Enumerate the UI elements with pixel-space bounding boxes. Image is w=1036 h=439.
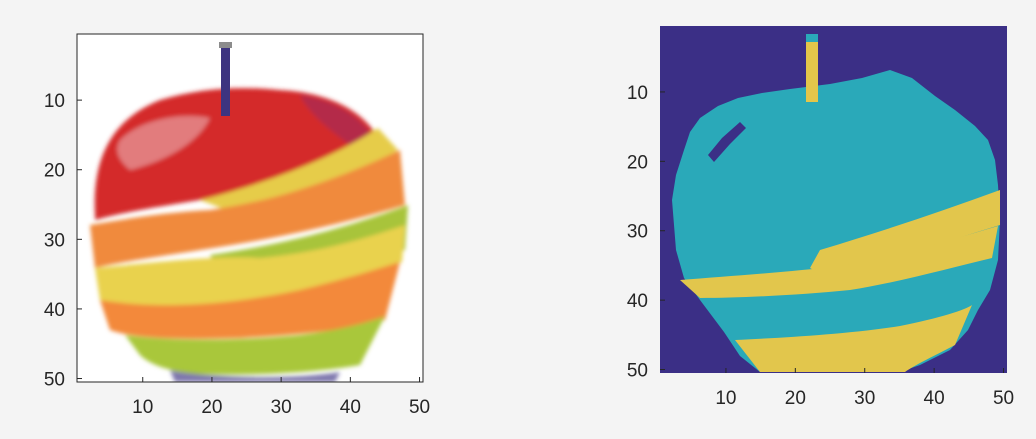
left-y-tick-label: 10 [44,91,65,112]
left-x-tick-label: 40 [340,397,361,418]
left-x-tick-label: 20 [201,397,222,418]
apple-orange-band-2 [100,262,400,339]
left-x-tick-label: 50 [409,397,430,418]
left-x-tick-label: 30 [271,397,292,418]
right-y-tick-label: 20 [627,152,648,173]
apple-orange-band-1 [90,150,405,268]
left-ticks: 10 20 30 40 50 10 20 30 40 50 [44,91,430,418]
left-y-tick-label: 30 [44,230,65,251]
cluster-a-gap [708,122,746,162]
right-y-tick-label: 40 [627,291,648,312]
right-x-tick-label: 10 [715,388,736,409]
right-x-tick-label: 20 [785,388,806,409]
apple-highlight [117,116,210,170]
apple-stem-tip [219,42,232,48]
cluster-b-band-1 [810,190,1000,272]
left-axes: 10 20 30 40 50 10 20 30 40 50 [44,33,430,418]
cluster-b-band-2 [680,226,998,298]
apple-bottom-shadow [170,370,340,382]
right-y-tick-label: 30 [627,222,648,243]
left-axes-box [76,33,424,383]
right-x-tick-label: 30 [854,388,875,409]
right-x-tick-label: 50 [993,388,1014,409]
apple-stem [221,42,230,116]
right-x-tick-label: 40 [924,388,945,409]
right-y-tick-label: 10 [627,83,648,104]
apple-yellow-band-2 [95,225,405,307]
label-map-stem [806,34,818,102]
apple-yellow-band-1 [200,128,398,215]
right-y-tick-label: 50 [627,361,648,382]
apple-image [90,42,408,382]
label-map-stem-top [806,34,818,42]
left-y-tick-label: 20 [44,161,65,182]
left-y-tick-label: 40 [44,300,65,321]
left-y-tick-label: 50 [44,370,65,391]
right-axes: 10 20 30 40 50 10 20 30 40 50 [627,26,1014,409]
cluster-b-band-3 [735,305,972,372]
label-map [672,34,1000,372]
right-ticks: 10 20 30 40 50 10 20 30 40 50 [627,83,1014,409]
left-x-tick-label: 10 [132,397,153,418]
apple-dark-region [300,95,372,145]
apple-green-band-2 [125,316,385,375]
